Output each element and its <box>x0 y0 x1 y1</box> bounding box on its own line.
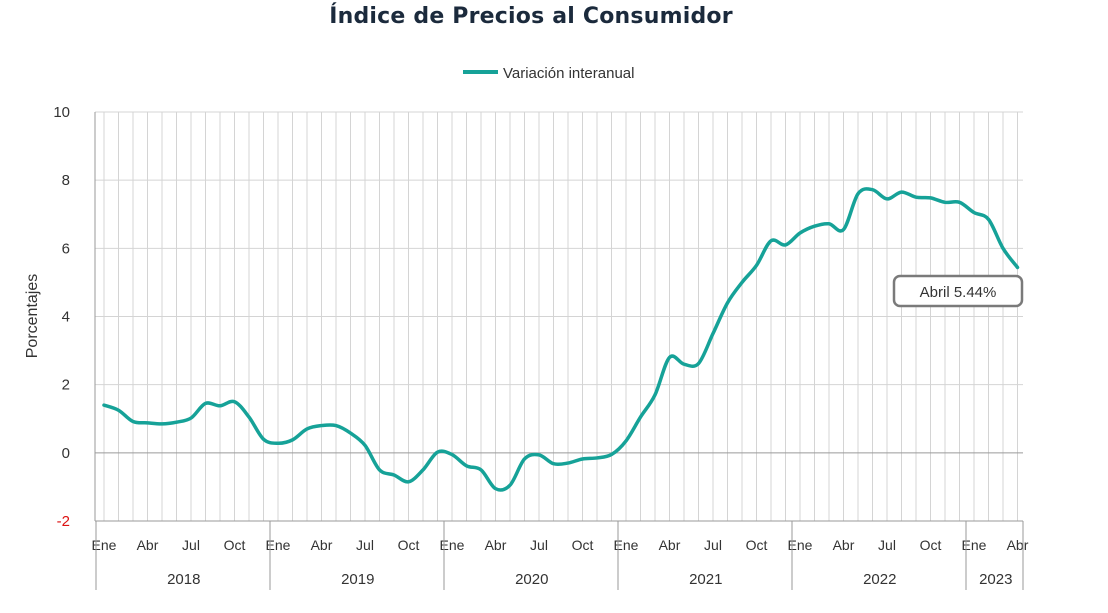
series-layer <box>102 187 1020 492</box>
x-tick-label: Abr <box>311 537 333 553</box>
x-tick-label: Abr <box>659 537 681 553</box>
y-tick-label: 0 <box>62 445 70 462</box>
legend: Variación interanual <box>463 65 634 82</box>
year-label: 2023 <box>979 571 1012 588</box>
x-tick-label: Abr <box>833 537 855 553</box>
x-tick-label: Oct <box>224 537 246 553</box>
annotation-callout: Abril 5.44% <box>892 274 1024 308</box>
x-tick-label: Oct <box>572 537 594 553</box>
year-label: 2020 <box>515 571 548 588</box>
year-label: 2021 <box>689 571 722 588</box>
series-line-variacion-interanual <box>102 187 1020 492</box>
chart-title: Índice de Precios al Consumidor <box>329 4 733 29</box>
x-tick-labels: Ene Abr Jul Oct Ene Abr Jul Oct Ene Abr Jul Oct Ene A… <box>92 537 1029 553</box>
x-tick-label: Jul <box>182 537 200 553</box>
x-tick-label: Abr <box>485 537 507 553</box>
legend-label: Variación interanual <box>503 65 634 82</box>
y-tick-labels: -2 0 2 4 6 8 10 <box>53 104 70 530</box>
y-tick-label: 10 <box>53 104 70 121</box>
annotation-text: Abril 5.44% <box>920 284 997 301</box>
y-tick-label: 4 <box>62 309 70 326</box>
year-label: 2018 <box>167 571 200 588</box>
year-labels: 2018 2019 2020 2021 2022 2023 <box>95 521 1024 590</box>
x-tick-label: Ene <box>92 537 117 553</box>
axes <box>94 112 1023 522</box>
x-tick-label: Ene <box>788 537 813 553</box>
x-tick-label: Jul <box>704 537 722 553</box>
annotation-box <box>892 274 1024 308</box>
x-tick-label: Oct <box>920 537 942 553</box>
year-label: 2022 <box>863 571 896 588</box>
x-tick-label: Ene <box>440 537 465 553</box>
y-tick-label: 6 <box>62 240 70 257</box>
x-tick-label: Oct <box>398 537 420 553</box>
x-tick-label: Abr <box>1007 537 1029 553</box>
x-tick-label: Ene <box>962 537 987 553</box>
horizontal-gridlines <box>95 111 1023 522</box>
y-axis-label: Porcentajes <box>24 274 41 359</box>
x-tick-label: Ene <box>614 537 639 553</box>
x-tick-label: Jul <box>356 537 374 553</box>
x-tick-label: Oct <box>746 537 768 553</box>
x-tick-label: Jul <box>530 537 548 553</box>
y-tick-label: 8 <box>62 172 70 189</box>
year-label: 2019 <box>341 571 374 588</box>
y-tick-label: 2 <box>62 377 70 394</box>
x-tick-label: Abr <box>137 537 159 553</box>
y-tick-label: -2 <box>57 513 70 530</box>
x-tick-label: Jul <box>878 537 896 553</box>
x-tick-label: Ene <box>266 537 291 553</box>
